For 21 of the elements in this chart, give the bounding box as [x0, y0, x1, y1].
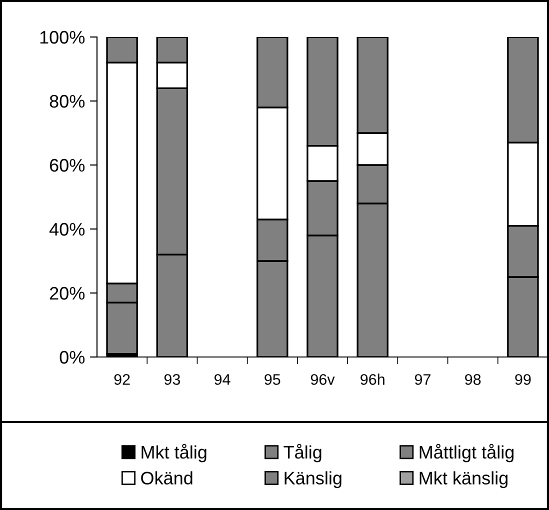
legend-label: Känslig: [284, 471, 342, 488]
x-tick-label: 97: [414, 374, 430, 385]
legend-label: Okänd: [141, 471, 192, 485]
x-tick-label: 93: [164, 374, 180, 385]
x-tick-label: 96h: [360, 374, 384, 385]
x-tick-label: 99: [515, 374, 531, 385]
y-tick-label: 100%: [40, 30, 85, 44]
x-tick-label: 94: [214, 374, 230, 385]
y-tick-label: 20%: [50, 286, 85, 300]
legend-label: Måttligt tålig: [420, 444, 514, 462]
x-tick-label: 98: [465, 374, 481, 385]
y-tick-label: 40%: [49, 222, 85, 236]
y-tick-label: 60%: [50, 158, 85, 172]
legend-label: Tålig: [284, 444, 322, 462]
y-tick-label: 80%: [50, 94, 85, 108]
y-tick-label: 0%: [60, 350, 85, 364]
x-tick-label: 96v: [310, 374, 335, 385]
x-tick-label: 92: [114, 374, 130, 385]
x-tick-label: 95: [264, 374, 280, 385]
legend-label: Mkt känslig: [420, 471, 508, 488]
legend-label: Mkt tålig: [142, 444, 206, 462]
